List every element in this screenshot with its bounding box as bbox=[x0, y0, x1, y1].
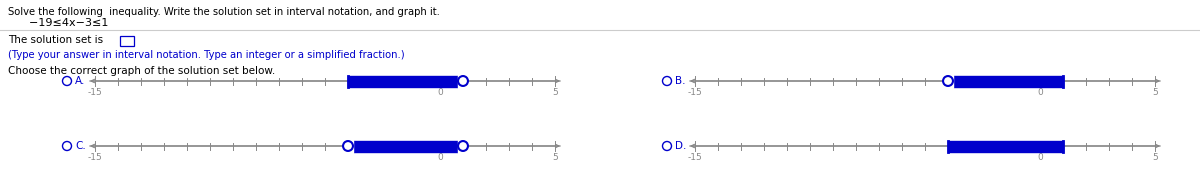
Circle shape bbox=[62, 142, 72, 151]
Text: 5: 5 bbox=[1152, 88, 1158, 97]
Text: 0: 0 bbox=[437, 153, 443, 162]
Circle shape bbox=[662, 142, 672, 151]
Circle shape bbox=[62, 77, 72, 86]
Bar bbox=[348, 140, 463, 152]
Text: -15: -15 bbox=[88, 88, 102, 97]
Circle shape bbox=[458, 76, 468, 86]
Circle shape bbox=[343, 141, 353, 151]
Bar bbox=[348, 76, 463, 86]
Circle shape bbox=[943, 76, 953, 86]
Bar bbox=[948, 76, 1063, 86]
Text: 0: 0 bbox=[437, 88, 443, 97]
Bar bbox=[948, 140, 1063, 152]
Text: 5: 5 bbox=[1152, 153, 1158, 162]
Text: -15: -15 bbox=[688, 153, 702, 162]
Text: C.: C. bbox=[74, 141, 85, 151]
Text: −19≤4x−3≤1: −19≤4x−3≤1 bbox=[22, 18, 108, 28]
Bar bbox=[458, 139, 466, 152]
Text: -15: -15 bbox=[88, 153, 102, 162]
Text: (Type your answer in interval notation. Type an integer or a simplified fraction: (Type your answer in interval notation. … bbox=[8, 50, 404, 60]
Circle shape bbox=[458, 141, 468, 151]
Text: 0: 0 bbox=[1037, 153, 1043, 162]
Bar bbox=[346, 139, 353, 152]
Circle shape bbox=[662, 77, 672, 86]
Bar bbox=[946, 74, 953, 87]
Bar bbox=[458, 74, 466, 87]
Text: Solve the following  inequality. Write the solution set in interval notation, an: Solve the following inequality. Write th… bbox=[8, 7, 440, 17]
Text: -15: -15 bbox=[688, 88, 702, 97]
Text: B.: B. bbox=[674, 76, 685, 86]
Text: 5: 5 bbox=[552, 88, 558, 97]
Text: D.: D. bbox=[674, 141, 686, 151]
Bar bbox=[120, 36, 134, 46]
Text: The solution set is: The solution set is bbox=[8, 35, 103, 45]
Text: Choose the correct graph of the solution set below.: Choose the correct graph of the solution… bbox=[8, 66, 275, 76]
Text: 5: 5 bbox=[552, 153, 558, 162]
Text: A.: A. bbox=[74, 76, 85, 86]
Text: 0: 0 bbox=[1037, 88, 1043, 97]
